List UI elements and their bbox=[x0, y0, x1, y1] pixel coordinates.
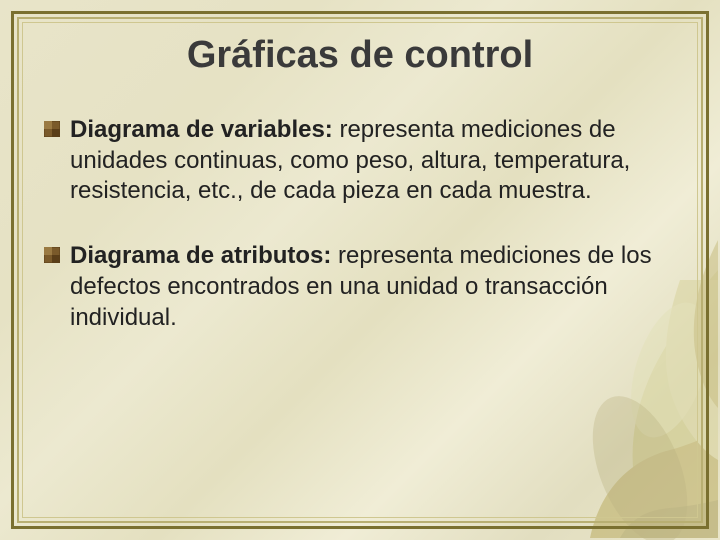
bullet-term: Diagrama de variables: bbox=[70, 116, 333, 143]
bullet-text: Diagrama de variables: representa medici… bbox=[70, 115, 680, 207]
content-area: Gráficas de control Diagrama de variable… bbox=[40, 30, 680, 510]
page-title: Gráficas de control bbox=[40, 34, 680, 77]
list-item: Diagrama de variables: representa medici… bbox=[44, 115, 680, 207]
bullet-list: Diagrama de variables: representa medici… bbox=[40, 115, 680, 333]
list-item: Diagrama de atributos: representa medici… bbox=[44, 241, 680, 333]
square-bullet-icon bbox=[44, 121, 60, 137]
bullet-term: Diagrama de atributos: bbox=[70, 242, 331, 269]
bullet-text: Diagrama de atributos: representa medici… bbox=[70, 241, 680, 333]
slide: Gráficas de control Diagrama de variable… bbox=[0, 0, 720, 540]
square-bullet-icon bbox=[44, 247, 60, 263]
